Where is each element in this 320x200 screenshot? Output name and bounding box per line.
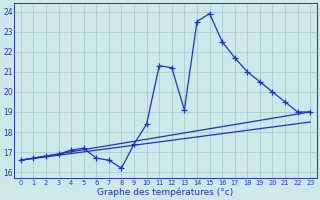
X-axis label: Graphe des températures (°c): Graphe des températures (°c) <box>97 187 234 197</box>
